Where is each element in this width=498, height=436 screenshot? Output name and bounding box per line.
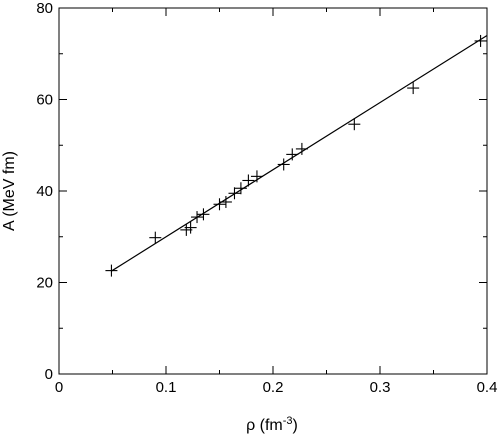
x-axis-label-main: ρ (fm (246, 417, 283, 434)
fit-line-group (111, 34, 488, 272)
plot-frame (58, 7, 488, 375)
data-point (184, 221, 197, 234)
x-axis-label-close: ) (293, 417, 298, 434)
data-point (213, 198, 226, 211)
data-point (191, 211, 204, 224)
data-point (250, 170, 263, 183)
axis-ticks (58, 7, 488, 375)
x-axis-label: ρ (fm-3) (246, 415, 298, 434)
data-point (286, 148, 299, 161)
tick-labels: 0 0.1 0.2 0.3 0.4 0 20 40 60 80 (36, 0, 497, 396)
y-axis-label: A (MeV fm) (1, 151, 18, 231)
data-point (474, 34, 487, 47)
data-point (234, 182, 247, 195)
data-point (348, 118, 361, 131)
data-point (105, 264, 118, 277)
x-tick-label: 0 (55, 379, 63, 396)
data-point (219, 195, 232, 208)
data-point (228, 187, 241, 200)
y-tick-label: 20 (36, 275, 53, 292)
x-tick-label: 0.4 (477, 379, 498, 396)
data-point (407, 82, 420, 95)
y-tick-label: 60 (36, 92, 53, 109)
y-tick-label: 0 (45, 366, 53, 383)
y-tick-label: 80 (36, 0, 53, 17)
data-point (277, 158, 290, 171)
x-tick-label: 0.1 (156, 379, 177, 396)
y-tick-label: 40 (36, 183, 53, 200)
x-tick-label: 0.2 (263, 379, 284, 396)
data-point (149, 231, 162, 244)
data-point (242, 174, 255, 187)
data-points (105, 34, 487, 277)
fit-line (111, 34, 488, 272)
data-point (295, 142, 308, 155)
data-point (197, 208, 210, 221)
x-tick-label: 0.3 (370, 379, 391, 396)
x-axis-label-sup: -3 (283, 415, 293, 427)
